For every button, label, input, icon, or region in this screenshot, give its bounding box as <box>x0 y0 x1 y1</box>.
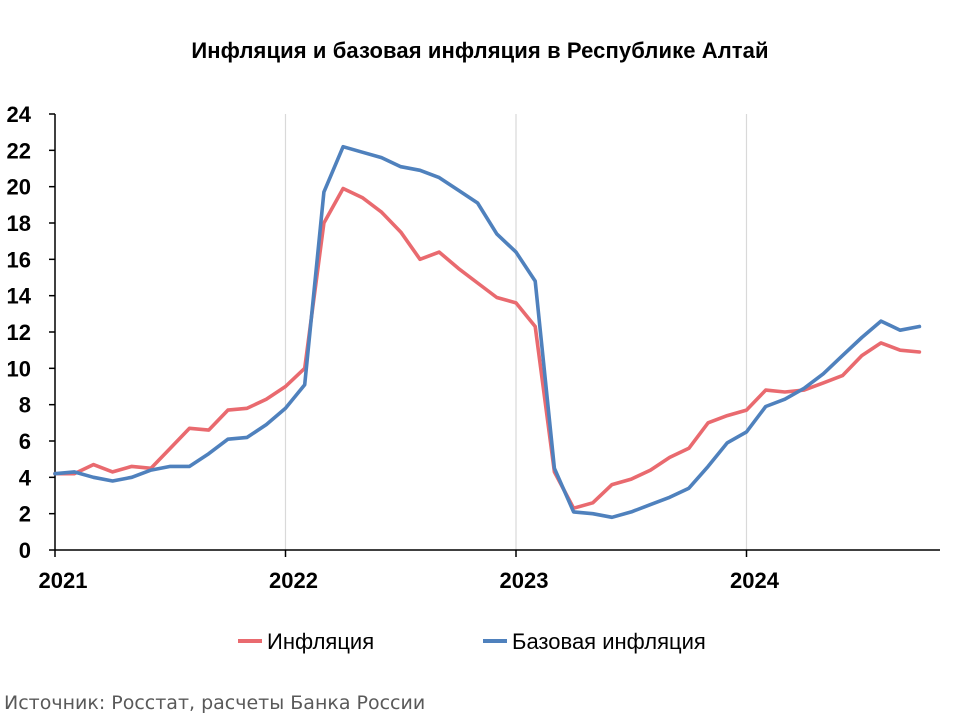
y-tick-label: 12 <box>7 320 31 345</box>
y-tick-label: 2 <box>19 502 31 527</box>
x-tick-label-2023: 2023 <box>500 568 549 593</box>
chart-title: Инфляция и базовая инфляция в Республике… <box>191 38 769 63</box>
legend: Инфляция Базовая инфляция <box>238 629 706 654</box>
series-line-core-inflation <box>53 144 922 520</box>
y-tick-label: 8 <box>19 393 31 418</box>
legend-label-inflation: Инфляция <box>267 629 374 654</box>
x-tick-label-2022: 2022 <box>269 568 318 593</box>
y-tick-label: 20 <box>7 175 31 200</box>
gridlines <box>284 114 748 550</box>
y-tick-label: 0 <box>19 538 31 563</box>
y-tick-label: 24 <box>7 102 32 127</box>
y-tick-label: 14 <box>7 284 32 309</box>
x-tick-label-2024: 2024 <box>730 568 780 593</box>
axes <box>49 113 940 557</box>
series-line-inflation <box>53 186 922 511</box>
legend-label-core-inflation: Базовая инфляция <box>512 629 706 654</box>
y-tick-label: 4 <box>19 465 32 490</box>
source-note: Источник: Росстат, расчеты Банка России <box>4 692 426 714</box>
x-tick-label-2021: 2021 <box>39 568 88 593</box>
y-tick-label: 6 <box>19 429 31 454</box>
y-tick-label: 16 <box>7 247 31 272</box>
series-lines <box>53 144 922 520</box>
y-tick-label: 18 <box>7 211 31 236</box>
y-tick-label: 10 <box>7 356 31 381</box>
y-tick-label: 22 <box>7 138 31 163</box>
